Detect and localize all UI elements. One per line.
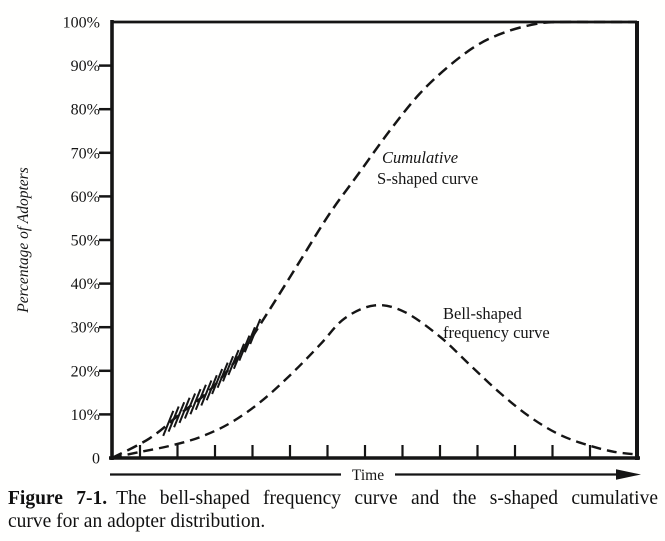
figure-caption-text-2: curve for an adopter distribution. — [8, 510, 266, 532]
hatch-stroke — [232, 343, 245, 370]
figure-caption: Figure 7-1. The bell-shaped frequency cur… — [8, 488, 658, 533]
hatch-stroke — [167, 406, 180, 432]
y-tick-label: 10% — [71, 407, 100, 424]
x-axis-title: Time — [352, 467, 384, 484]
hatch-stroke — [222, 355, 235, 382]
s-curve-label-line2: S-shaped curve — [377, 169, 478, 188]
y-tick-label: 80% — [71, 102, 100, 119]
hatch-stroke — [238, 335, 251, 361]
hatch-stroke — [243, 326, 256, 353]
adoption-curves-chart: 100% 90% 80% 70% 60% 50% 40% 30% 20% 10% 0 Cumulati… — [15, 15, 641, 484]
hatch-stroke — [249, 318, 262, 345]
hatch-stroke — [194, 384, 207, 411]
figure-caption-text-1: The bell-shaped frequency curve and the … — [116, 488, 658, 509]
y-tick-label: 90% — [71, 58, 100, 75]
y-tick-label: 30% — [71, 320, 100, 337]
y-tick-label: 60% — [71, 189, 100, 206]
bell-curve-label-line1: Bell-shaped — [443, 304, 523, 323]
hatch-stroke — [211, 368, 224, 395]
y-tick-label: 100% — [63, 15, 100, 32]
hatch-stroke — [178, 397, 191, 424]
time-axis-arrowhead-icon — [616, 469, 641, 480]
hatch-stroke — [200, 380, 213, 406]
figure-caption-line1: Figure 7-1. The bell-shaped frequency cur… — [8, 488, 658, 511]
hatch-marks — [162, 318, 262, 437]
hatch-stroke — [189, 388, 202, 415]
bell-shaped-frequency-curve — [111, 303, 638, 460]
bell-curve-label-line2: frequency curve — [443, 323, 550, 342]
y-tick-label: 70% — [71, 145, 100, 162]
hatch-stroke — [227, 349, 240, 376]
hatch-stroke — [173, 401, 186, 428]
hatch-stroke — [162, 410, 175, 437]
s-curve-label-line1: Cumulative — [382, 148, 458, 167]
y-tick-label: 50% — [71, 233, 100, 250]
figure-caption-label: Figure 7-1. — [8, 488, 108, 509]
y-tick-label: 40% — [71, 276, 100, 293]
hatch-stroke — [205, 374, 218, 401]
y-tick-label: 0 — [92, 451, 100, 468]
y-tick-label: 20% — [71, 363, 100, 380]
s-shaped-cumulative-curve — [111, 20, 637, 460]
y-axis-title: Percentage of Adopters — [15, 167, 32, 314]
hatch-stroke — [216, 362, 229, 389]
hatch-stroke — [183, 393, 197, 419]
